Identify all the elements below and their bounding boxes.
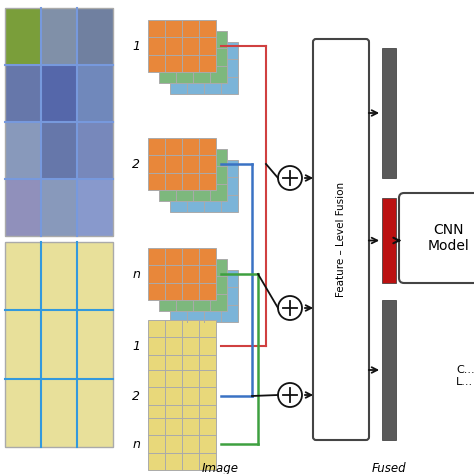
Text: C...
L...: C... L...: [456, 365, 474, 387]
Bar: [170, 270, 238, 322]
Text: Image
Patches: Image Patches: [197, 462, 243, 474]
Bar: [5, 242, 113, 447]
Text: Feature – Level Fusion: Feature – Level Fusion: [336, 182, 346, 297]
Bar: [148, 248, 216, 300]
Bar: [5, 122, 41, 179]
Bar: [5, 8, 113, 236]
Bar: [5, 179, 41, 236]
Bar: [382, 198, 396, 283]
Text: 2: 2: [132, 157, 140, 171]
Bar: [77, 65, 113, 122]
Bar: [5, 65, 41, 122]
Bar: [5, 310, 41, 379]
Bar: [159, 259, 227, 311]
Bar: [148, 418, 216, 470]
Bar: [5, 242, 41, 310]
Bar: [170, 42, 238, 94]
Bar: [77, 179, 113, 236]
Bar: [77, 379, 113, 447]
Bar: [41, 179, 77, 236]
Text: CNN
Model: CNN Model: [428, 223, 470, 253]
Bar: [382, 48, 396, 178]
Text: Fused
Features: Fused Features: [363, 462, 415, 474]
Bar: [41, 122, 77, 179]
Bar: [41, 379, 77, 447]
Bar: [148, 138, 216, 190]
Bar: [382, 300, 396, 440]
Bar: [148, 370, 216, 422]
Bar: [159, 149, 227, 201]
FancyBboxPatch shape: [313, 39, 369, 440]
Bar: [148, 20, 216, 72]
Text: 1: 1: [132, 339, 140, 353]
Bar: [41, 8, 77, 65]
Text: n: n: [132, 267, 140, 281]
Text: 1: 1: [132, 39, 140, 53]
FancyBboxPatch shape: [399, 193, 474, 283]
Bar: [5, 379, 41, 447]
Bar: [77, 310, 113, 379]
Bar: [77, 122, 113, 179]
Bar: [77, 8, 113, 65]
Bar: [159, 31, 227, 83]
Bar: [5, 8, 41, 65]
Bar: [41, 242, 77, 310]
Text: 2: 2: [132, 390, 140, 402]
Text: n: n: [132, 438, 140, 450]
Bar: [41, 310, 77, 379]
Bar: [148, 320, 216, 372]
Bar: [77, 242, 113, 310]
Bar: [41, 65, 77, 122]
Bar: [170, 160, 238, 212]
